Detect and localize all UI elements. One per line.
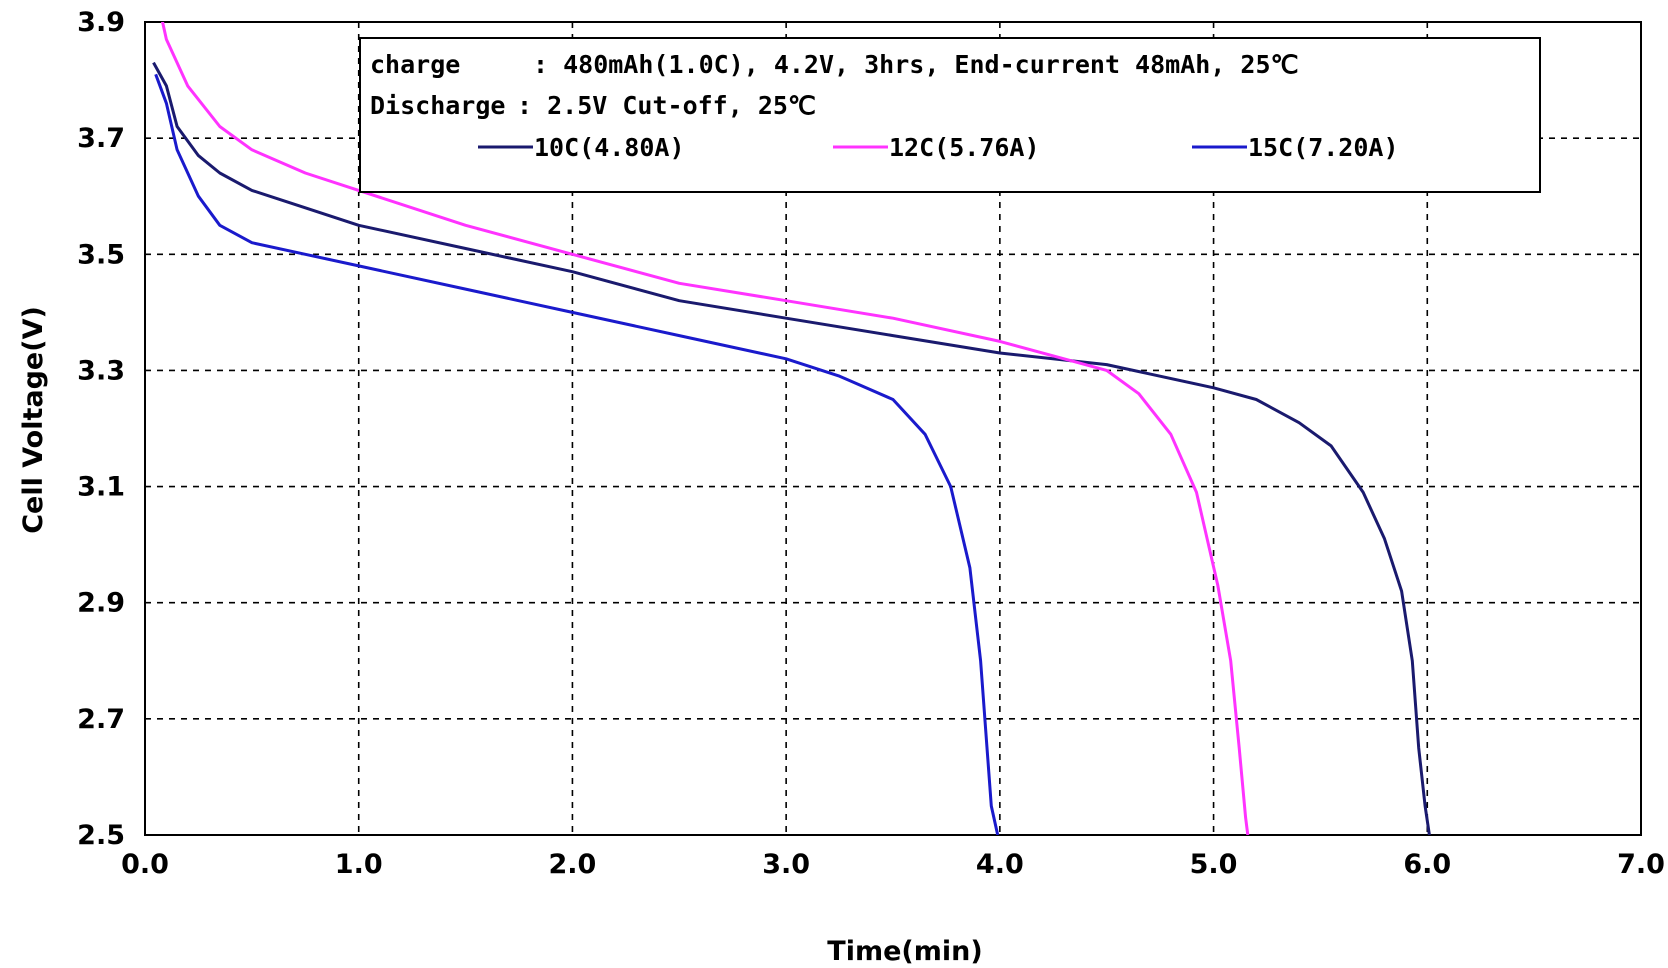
y-tick-label: 3.7 [77, 123, 125, 154]
legend-entry: 10C(4.80A) [478, 133, 685, 162]
y-tick-label: 3.3 [77, 355, 125, 386]
y-tick-label: 2.5 [77, 820, 125, 851]
series-line-12C(5.76A) [161, 22, 1250, 835]
discharge-text: : 2.5V Cut-off, 25℃ [517, 91, 816, 120]
y-axis-title: Cell Voltage(V) [18, 306, 49, 534]
legend-entries: 10C(4.80A) 12C(5.76A) 15C(7.20A) [478, 133, 1399, 162]
plot-frame [144, 21, 1642, 836]
legend-frame [359, 37, 1541, 193]
legend-label: 12C(5.76A) [889, 133, 1040, 162]
x-tick-label: 7.0 [1617, 849, 1665, 880]
x-tick-label: 5.0 [1190, 849, 1238, 880]
y-tick-labels: 2.5 2.7 2.9 3.1 3.3 3.5 3.7 3.9 [77, 7, 125, 851]
x-tick-label: 2.0 [549, 849, 597, 880]
x-tick-label: 6.0 [1403, 849, 1451, 880]
y-tick-label: 3.1 [77, 472, 125, 503]
legend-entry: 12C(5.76A) [833, 133, 1040, 162]
y-tick-label: 3.5 [77, 239, 125, 270]
x-tick-label: 3.0 [762, 849, 810, 880]
legend-label: 10C(4.80A) [534, 133, 685, 162]
charge-label: charge [370, 50, 460, 79]
charge-text: : 480mAh(1.0C), 4.2V, 3hrs, End-current … [533, 50, 1299, 79]
legend-box: charge : 480mAh(1.0C), 4.2V, 3hrs, End-c… [359, 37, 1541, 193]
series-line-15C(7.20A) [154, 73, 1000, 835]
legend-label: 15C(7.20A) [1248, 133, 1399, 162]
y-tick-label: 2.9 [77, 588, 125, 619]
y-tick-label: 2.7 [77, 704, 125, 735]
x-tick-label: 4.0 [976, 849, 1024, 880]
x-tick-label: 0.0 [121, 849, 169, 880]
y-tick-label: 3.9 [77, 7, 125, 38]
legend-entry: 15C(7.20A) [1192, 133, 1399, 162]
x-axis-title: Time(min) [827, 936, 982, 967]
series-line-10C(4.80A) [152, 61, 1431, 835]
x-tick-labels: 0.0 1.0 2.0 3.0 4.0 5.0 6.0 7.0 [121, 849, 1665, 880]
series-lines [152, 22, 1431, 835]
x-tick-label: 1.0 [335, 849, 383, 880]
discharge-label: Discharge [370, 91, 505, 120]
